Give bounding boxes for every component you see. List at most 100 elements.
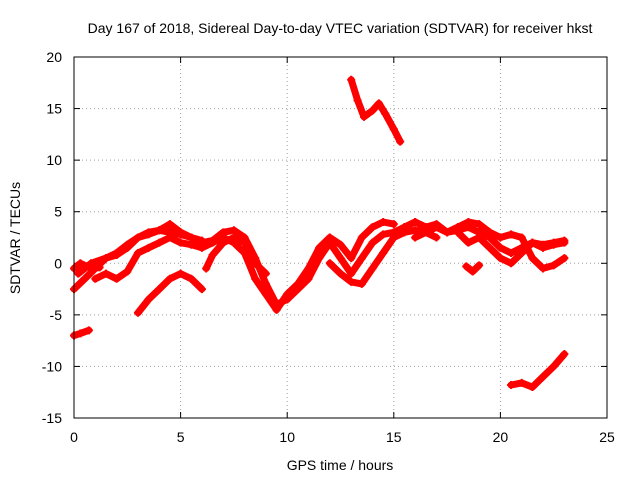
- data-point: [462, 262, 471, 271]
- data-point: [485, 243, 494, 252]
- data-point: [396, 137, 405, 146]
- data-point: [176, 269, 185, 278]
- series-arc-12: [453, 228, 569, 268]
- data-point: [368, 264, 377, 273]
- data-point: [453, 228, 462, 237]
- data-point: [528, 383, 537, 392]
- data-point: [359, 112, 368, 121]
- y-axis-label: SDTVAR / TECUs: [7, 182, 23, 294]
- data-point: [549, 240, 558, 249]
- series-arc-14: [507, 350, 569, 392]
- data-point: [202, 264, 211, 273]
- plot-frame: [73, 56, 608, 419]
- data-point: [251, 274, 260, 283]
- y-tick-label: -5: [50, 307, 63, 323]
- data-point: [379, 248, 388, 257]
- data-point: [91, 274, 100, 283]
- x-tick-label: 10: [279, 429, 295, 445]
- data-point: [539, 372, 548, 381]
- data-point: [133, 248, 142, 257]
- data-point: [89, 264, 98, 273]
- data-point: [347, 75, 356, 84]
- series-arc-4: [133, 269, 206, 317]
- data-point: [336, 240, 345, 249]
- data-point: [283, 295, 292, 304]
- data-point: [325, 259, 334, 268]
- data-point: [539, 243, 548, 252]
- data-point: [357, 233, 366, 242]
- data-point: [528, 254, 537, 263]
- y-tick-label: 20: [46, 49, 62, 65]
- y-tick-label: 5: [54, 204, 62, 220]
- x-tick-label: 0: [70, 429, 78, 445]
- data-point: [357, 279, 366, 288]
- data-point: [507, 230, 516, 239]
- data-point: [197, 243, 206, 252]
- series-arc-9: [347, 75, 405, 146]
- x-tick-label: 20: [493, 429, 509, 445]
- data-point: [155, 226, 164, 235]
- data-point: [336, 254, 345, 263]
- data-point: [261, 269, 270, 278]
- data-point: [485, 228, 494, 237]
- data-point: [496, 243, 505, 252]
- data-point: [507, 380, 516, 389]
- data-point: [272, 305, 281, 314]
- data-point: [144, 295, 153, 304]
- data-point: [464, 238, 473, 247]
- data-point: [84, 326, 93, 335]
- data-point: [468, 267, 477, 276]
- data-point: [155, 285, 164, 294]
- data-point: [123, 267, 132, 276]
- y-tick-label: 15: [46, 101, 62, 117]
- data-point: [432, 233, 441, 242]
- data-point: [123, 240, 132, 249]
- data-point: [432, 223, 441, 232]
- x-axis-label: GPS time / hours: [287, 457, 394, 473]
- axis-ticks: 0 5 10 15 20 25 -15 -10 -5 0 5 10 15 20: [42, 49, 615, 445]
- data-point: [411, 226, 420, 235]
- data-point: [475, 261, 484, 270]
- data-point: [374, 99, 383, 108]
- data-series: [70, 75, 569, 392]
- data-point: [560, 350, 569, 359]
- data-point: [368, 106, 377, 115]
- data-point: [507, 259, 516, 268]
- data-point: [421, 228, 430, 237]
- series-arc-3: [91, 233, 281, 314]
- data-point: [389, 125, 398, 134]
- data-point: [381, 109, 390, 118]
- y-tick-label: 0: [54, 255, 62, 271]
- y-tick-label: -10: [42, 358, 62, 374]
- data-point: [325, 238, 334, 247]
- data-point: [229, 233, 238, 242]
- y-tick-label: 10: [46, 152, 62, 168]
- data-point: [176, 238, 185, 247]
- data-point: [379, 230, 388, 239]
- data-point: [80, 274, 89, 283]
- data-point: [315, 254, 324, 263]
- data-point: [507, 248, 516, 257]
- data-point: [347, 269, 356, 278]
- series-arc-5: [202, 233, 270, 278]
- data-point: [144, 230, 153, 239]
- data-point: [176, 228, 185, 237]
- data-point: [496, 254, 505, 263]
- data-point: [475, 233, 484, 242]
- data-point: [357, 254, 366, 263]
- data-point: [101, 254, 110, 263]
- data-point: [261, 290, 270, 299]
- data-point: [560, 254, 569, 263]
- data-point: [411, 233, 420, 242]
- data-point: [549, 362, 558, 371]
- data-point: [133, 308, 142, 317]
- data-point: [251, 259, 260, 268]
- chart-title: Day 167 of 2018, Sidereal Day-to-day VTE…: [88, 20, 593, 36]
- data-point: [368, 223, 377, 232]
- data-point: [74, 269, 83, 278]
- data-point: [187, 274, 196, 283]
- data-point: [240, 238, 249, 247]
- data-point: [517, 233, 526, 242]
- data-point: [539, 264, 548, 273]
- series-arc-15: [70, 326, 93, 340]
